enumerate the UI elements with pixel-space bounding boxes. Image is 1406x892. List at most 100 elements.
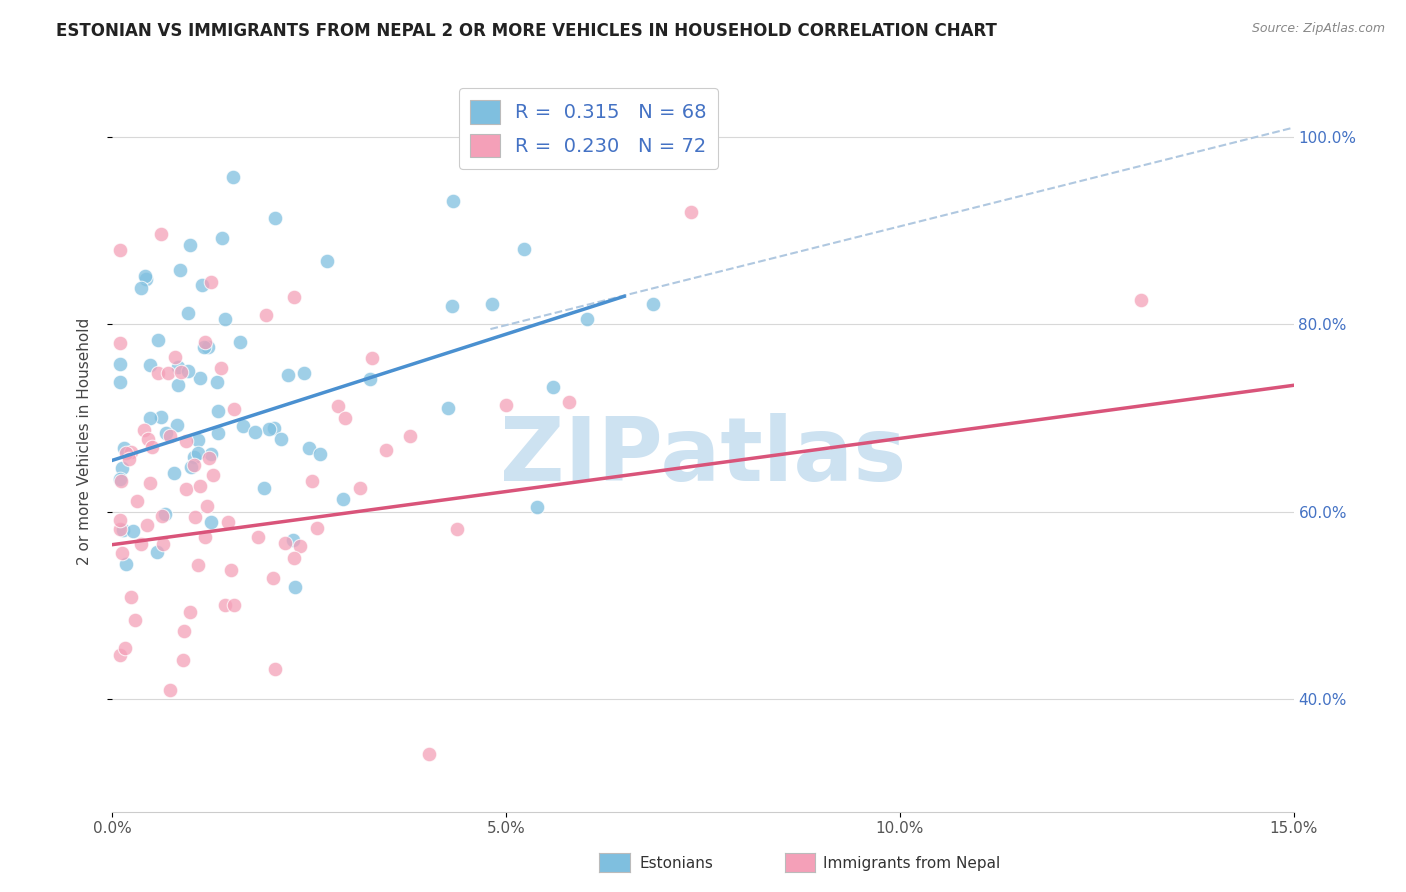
Point xyxy=(120,445,142,459)
Point xyxy=(211,231,233,245)
Point xyxy=(135,517,157,532)
Point xyxy=(187,433,209,447)
Point xyxy=(229,334,252,349)
Point xyxy=(174,434,197,449)
Point xyxy=(512,242,534,256)
Point xyxy=(149,410,172,425)
Point xyxy=(446,522,468,536)
Point xyxy=(125,493,148,508)
Text: ESTONIAN VS IMMIGRANTS FROM NEPAL 2 OR MORE VEHICLES IN HOUSEHOLD CORRELATION CH: ESTONIAN VS IMMIGRANTS FROM NEPAL 2 OR M… xyxy=(56,22,997,40)
Point xyxy=(179,605,201,619)
Point xyxy=(281,533,304,547)
Point xyxy=(437,401,460,415)
Point xyxy=(332,492,354,507)
Point xyxy=(257,422,280,436)
Point xyxy=(187,558,209,572)
Point xyxy=(111,461,134,475)
Point xyxy=(155,425,177,440)
Point xyxy=(214,598,236,612)
Point xyxy=(200,447,222,461)
Point xyxy=(349,481,371,495)
Point xyxy=(183,509,205,524)
Point xyxy=(153,507,176,521)
Point xyxy=(643,296,665,310)
Point xyxy=(110,375,132,389)
Point xyxy=(292,366,315,380)
Point xyxy=(283,551,305,566)
Point xyxy=(124,613,146,627)
Point xyxy=(200,515,222,529)
Point xyxy=(232,418,254,433)
Point xyxy=(138,475,160,490)
Point xyxy=(441,194,464,209)
Point xyxy=(197,340,219,354)
Point xyxy=(121,524,143,538)
Point xyxy=(110,474,132,488)
Point xyxy=(157,366,180,380)
Point xyxy=(243,425,266,439)
Point xyxy=(183,458,205,472)
Point xyxy=(152,537,174,551)
Point xyxy=(262,571,284,585)
Point xyxy=(146,544,169,558)
Point xyxy=(110,357,132,371)
Point xyxy=(136,432,159,446)
Point xyxy=(118,451,141,466)
Point xyxy=(399,429,422,443)
Point xyxy=(112,523,135,537)
Point xyxy=(288,539,311,553)
Point xyxy=(441,299,464,313)
Point xyxy=(188,371,211,385)
Point xyxy=(333,411,356,425)
Point xyxy=(138,358,160,372)
Point xyxy=(526,500,548,514)
Point xyxy=(163,466,186,480)
Point xyxy=(194,334,217,349)
Point xyxy=(146,366,169,380)
Point xyxy=(202,467,225,482)
Point xyxy=(110,522,132,536)
Point xyxy=(254,308,277,322)
Point xyxy=(110,336,132,351)
Point xyxy=(132,423,155,437)
Point xyxy=(316,253,339,268)
Text: Immigrants from Nepal: Immigrants from Nepal xyxy=(823,856,1000,871)
Point xyxy=(173,624,195,638)
Point xyxy=(195,499,218,513)
Point xyxy=(183,450,205,464)
Point xyxy=(110,473,132,487)
Point xyxy=(374,442,396,457)
Point xyxy=(129,281,152,295)
Point xyxy=(326,399,349,413)
Point xyxy=(167,360,190,375)
Point xyxy=(283,290,305,304)
Point xyxy=(217,515,239,529)
Point xyxy=(191,277,214,292)
Point xyxy=(481,296,503,310)
Point xyxy=(558,395,581,409)
Point xyxy=(211,360,233,375)
Point xyxy=(214,312,236,326)
Point xyxy=(134,269,156,284)
Point xyxy=(148,333,170,347)
Point xyxy=(222,402,245,417)
Point xyxy=(135,271,157,285)
Point xyxy=(169,365,191,379)
Point xyxy=(198,450,221,465)
Point xyxy=(188,478,211,492)
Point xyxy=(193,340,215,354)
Point xyxy=(495,398,517,412)
Point xyxy=(150,508,173,523)
Point xyxy=(172,653,194,667)
Point xyxy=(359,372,381,386)
Point xyxy=(114,446,136,460)
Point xyxy=(174,482,197,496)
Point xyxy=(112,442,135,456)
Point xyxy=(177,364,200,378)
Point xyxy=(301,474,323,488)
Point xyxy=(110,648,132,663)
Point xyxy=(149,227,172,242)
Point xyxy=(114,641,136,656)
Point xyxy=(111,546,134,560)
Point xyxy=(194,530,217,544)
